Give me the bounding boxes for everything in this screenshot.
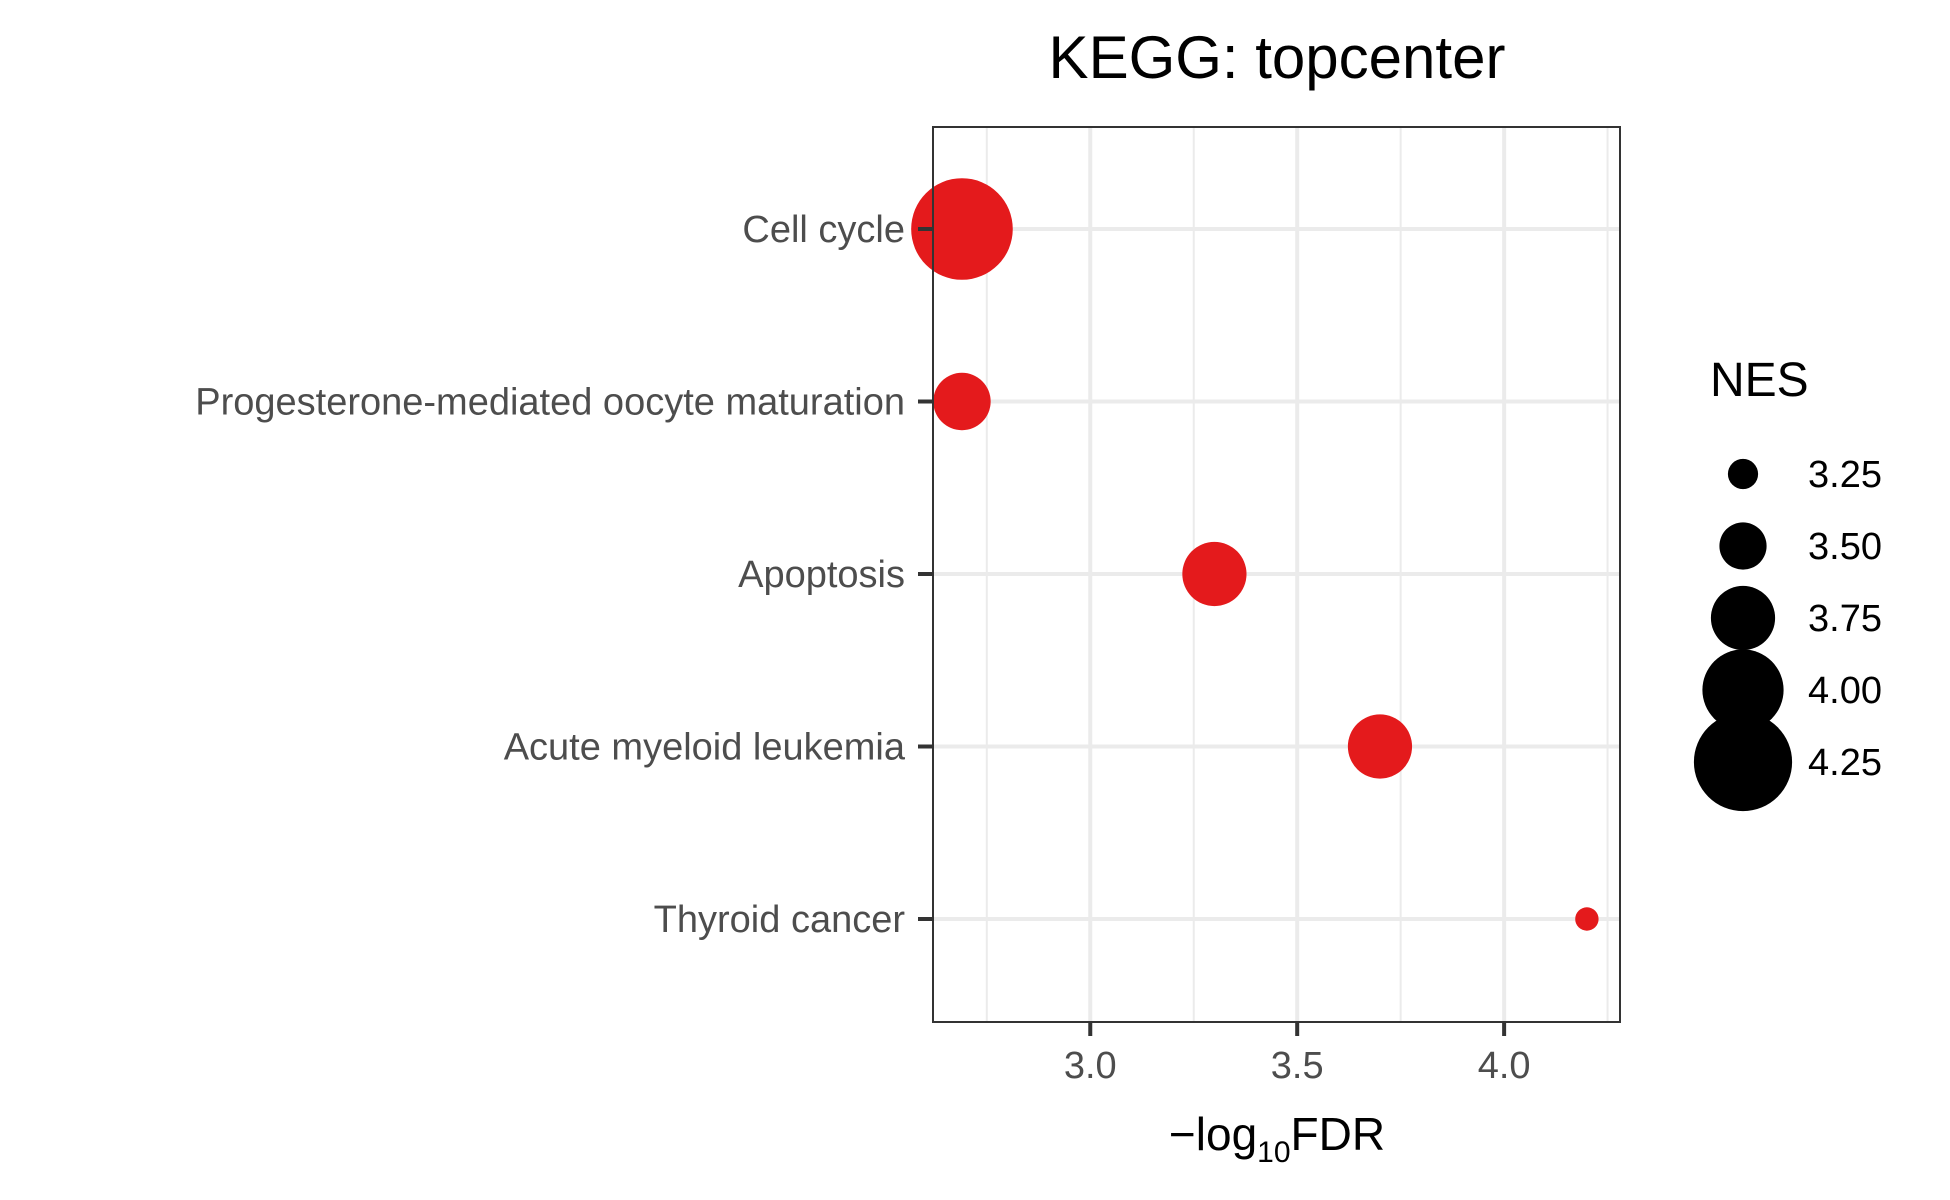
data-point <box>933 372 991 431</box>
chart-title: KEGG: topcenter <box>1049 24 1506 91</box>
legend-key-circle <box>1710 585 1776 651</box>
x-axis-title-prefix: −log <box>1169 1108 1257 1160</box>
x-tick-label: 3.0 <box>1064 1045 1117 1087</box>
data-point <box>1182 541 1247 607</box>
legend-key-label: 3.75 <box>1808 598 1882 640</box>
size-legend: NES 3.25 3.50 3.75 4.00 4.25 <box>1693 354 1882 812</box>
x-axis-title: −log10FDR <box>1169 1108 1385 1169</box>
x-axis-title-subscript: 10 <box>1257 1136 1290 1169</box>
legend-key-label: 3.25 <box>1808 454 1882 496</box>
legend-key-circle <box>1693 712 1793 812</box>
legend-title: NES <box>1710 354 1809 407</box>
x-axis: 3.0 3.5 4.0 <box>1064 1022 1531 1087</box>
x-tick-label: 4.0 <box>1478 1045 1531 1087</box>
x-axis-title-suffix: FDR <box>1291 1108 1386 1160</box>
legend-key-circle <box>1727 458 1759 490</box>
data-point <box>1347 714 1413 779</box>
legend-key-circle <box>1719 522 1767 570</box>
data-point <box>1575 907 1599 931</box>
grid-lines <box>933 127 1620 1022</box>
y-tick-label: Apoptosis <box>738 554 905 596</box>
y-tick-label: Cell cycle <box>742 209 905 251</box>
y-tick-label: Acute myeloid leukemia <box>504 727 906 769</box>
data-points <box>911 178 1599 931</box>
y-tick-label: Thyroid cancer <box>654 899 906 941</box>
y-axis: Cell cycle Progesterone-mediated oocyte m… <box>195 209 933 941</box>
legend-key-label: 4.25 <box>1808 742 1882 784</box>
legend-key-label: 3.50 <box>1808 526 1882 568</box>
legend-key-label: 4.00 <box>1808 670 1882 712</box>
x-tick-label: 3.5 <box>1271 1045 1324 1087</box>
data-point <box>911 178 1013 280</box>
y-tick-label: Progesterone-mediated oocyte maturation <box>195 382 905 424</box>
legend-key-circle <box>1702 649 1784 731</box>
